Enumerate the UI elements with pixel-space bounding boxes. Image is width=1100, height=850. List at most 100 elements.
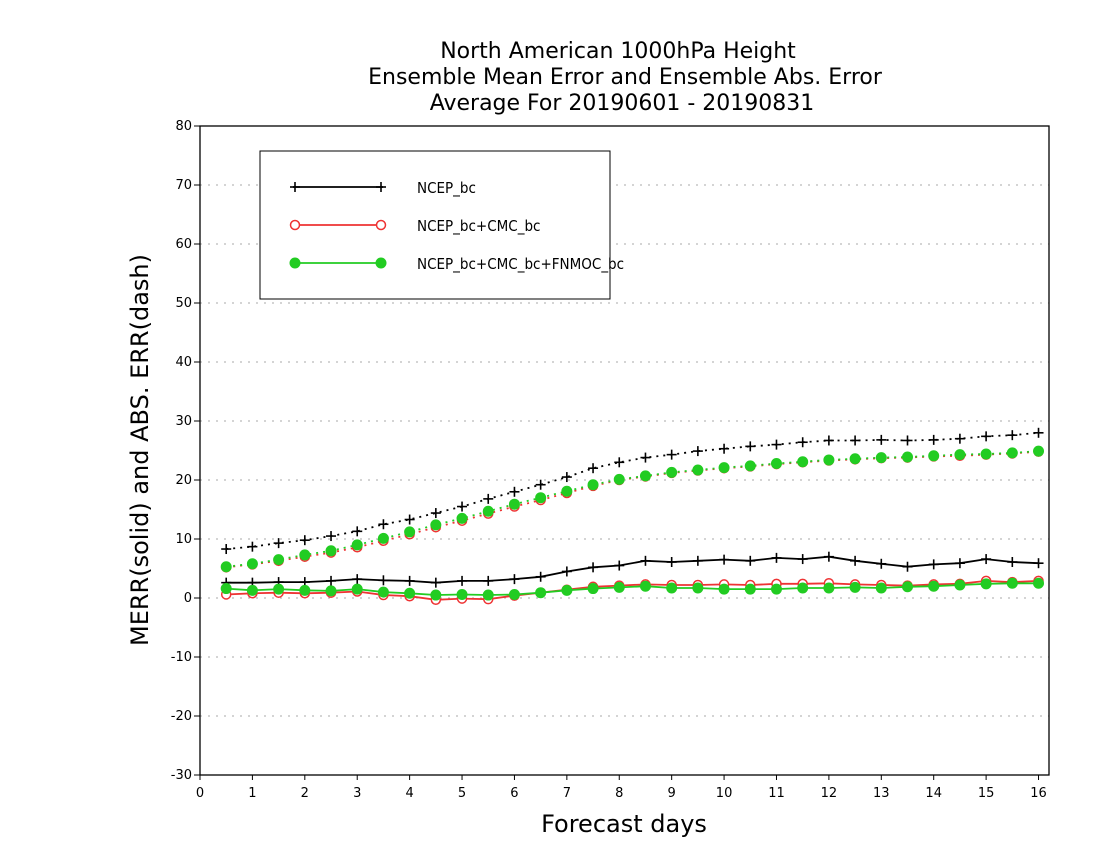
abs-err-point (1007, 430, 1018, 441)
abs-err-point (954, 433, 965, 444)
x-tick-label: 15 (978, 786, 995, 801)
abs-err-point (404, 514, 415, 525)
x-tick-label: 3 (353, 786, 361, 801)
merr-point (770, 583, 782, 595)
legend-marker (376, 182, 386, 192)
x-tick-label: 11 (768, 786, 785, 801)
abs-err-point (823, 454, 835, 466)
abs-err-point (325, 545, 337, 557)
merr-point (273, 583, 285, 595)
x-tick-label: 7 (563, 786, 571, 801)
y-tick-label: -20 (171, 709, 192, 724)
merr-point (509, 574, 520, 585)
merr-point (876, 558, 887, 569)
merr-point (404, 575, 415, 586)
merr-point (875, 582, 887, 594)
legend-marker (289, 219, 301, 231)
abs-err-point (352, 526, 363, 537)
abs-err-point (326, 531, 337, 542)
abs-err-point (299, 535, 310, 546)
merr-point (718, 583, 730, 595)
y-tick-label: 10 (175, 532, 192, 547)
abs-err-point (561, 485, 573, 497)
merr-point (561, 566, 572, 577)
abs-err-point (1006, 447, 1018, 459)
merr-point (954, 558, 965, 569)
merr-point (483, 575, 494, 586)
abs-err-point (221, 544, 232, 555)
abs-err-line (226, 431, 1039, 550)
y-tick-label: 0 (184, 591, 192, 606)
x-tick-label: 8 (615, 786, 623, 801)
legend-marker (290, 182, 300, 192)
merr-point (351, 583, 363, 595)
merr-line (226, 555, 1039, 584)
y-tick-label: 40 (175, 355, 192, 370)
merr-point (902, 561, 913, 572)
merr-point (666, 557, 677, 568)
y-tick-label: 70 (175, 178, 192, 193)
x-tick-label: 4 (405, 786, 413, 801)
merr-point (457, 575, 468, 586)
abs-err-point (876, 434, 887, 445)
x-tick-label: 10 (716, 786, 733, 801)
merr-point (1033, 577, 1045, 589)
y-tick-label: 20 (175, 473, 192, 488)
abs-err-point (247, 541, 258, 552)
merr-point (797, 582, 809, 594)
merr-point (220, 583, 232, 595)
merr-point (404, 587, 416, 599)
legend: NCEP_bc NCEP_bc+CMC_bc NCEP_bc+CMC_bc+FNMO… (259, 150, 624, 300)
merr-point (299, 584, 311, 596)
merr-point (430, 589, 442, 601)
abs-err-point (535, 492, 547, 504)
abs-err-point (797, 437, 808, 448)
merr-point (246, 584, 258, 596)
abs-err-point (850, 435, 861, 446)
merr-point (561, 584, 573, 596)
x-tick-label: 0 (196, 786, 204, 801)
merr-point (535, 571, 546, 582)
merr-point (482, 589, 494, 601)
x-tick-label: 9 (668, 786, 676, 801)
merr-point (377, 586, 389, 598)
title-line-1: North American 1000hPa Height (440, 39, 796, 64)
abs-err-point (377, 532, 389, 544)
merr-point (823, 582, 835, 594)
legend-label: NCEP_bc+CMC_bc+FNMOC_bc (417, 255, 624, 274)
abs-err-point (639, 470, 651, 482)
merr-point (849, 581, 861, 593)
x-tick-label: 16 (1030, 786, 1047, 801)
merr-point (587, 583, 599, 595)
merr-point (902, 581, 913, 593)
y-tick-label: -30 (171, 768, 192, 783)
merr-point (928, 580, 940, 592)
abs-err-point (299, 549, 311, 561)
merr-point (378, 575, 389, 586)
merr-point (326, 575, 337, 586)
abs-err-point (770, 457, 782, 469)
abs-err-point (823, 435, 834, 446)
abs-err-point (587, 479, 599, 491)
merr-point (613, 581, 625, 593)
merr-point (1033, 558, 1044, 569)
y-tick-label: 80 (175, 119, 192, 134)
abs-err-point (875, 452, 887, 464)
abs-err-point (273, 554, 285, 566)
merr-point (430, 577, 441, 588)
plot-frame (199, 125, 1050, 776)
merr-point (588, 562, 599, 573)
merr-point (640, 555, 651, 566)
merr-point (981, 554, 992, 565)
legend-marker (289, 257, 301, 269)
abs-err-point (1033, 445, 1045, 457)
merr-point (639, 580, 651, 592)
x-tick-label: 2 (301, 786, 309, 801)
abs-err-point (561, 472, 572, 483)
abs-err-point (666, 449, 677, 460)
abs-err-point (928, 450, 940, 462)
abs-err-point (745, 441, 756, 452)
abs-err-point (614, 457, 625, 468)
merr-point (797, 554, 808, 565)
